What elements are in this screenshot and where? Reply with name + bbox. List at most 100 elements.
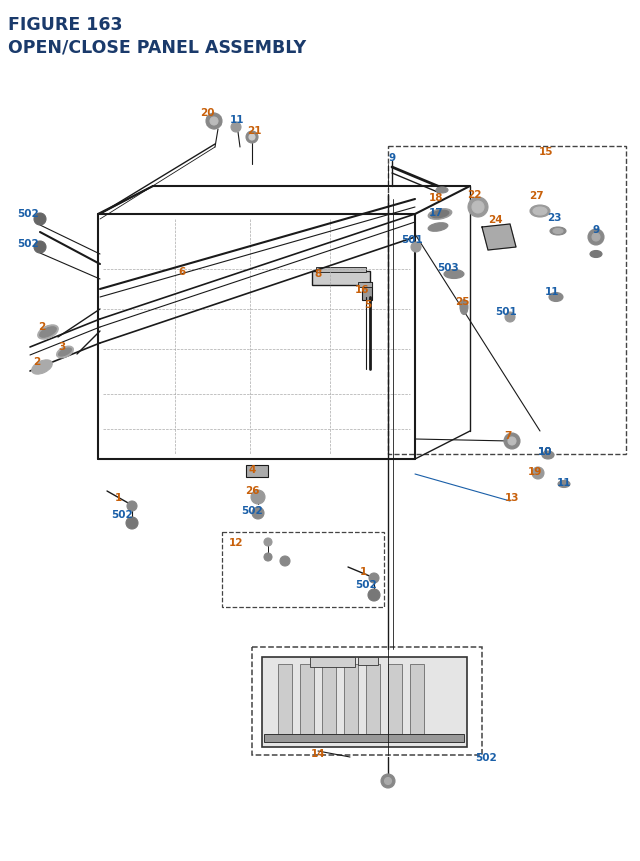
Bar [316,268,366,273]
Ellipse shape [444,270,464,279]
Circle shape [34,242,46,254]
Circle shape [280,556,290,567]
Text: 15: 15 [539,147,553,157]
Ellipse shape [428,224,448,232]
Bar [264,734,464,742]
Circle shape [206,114,222,130]
Text: 11: 11 [545,287,559,297]
Text: 16: 16 [355,285,369,294]
Circle shape [411,243,421,253]
Text: 502: 502 [241,505,263,516]
Circle shape [504,433,520,449]
Text: 1: 1 [360,567,367,576]
Text: 26: 26 [244,486,259,495]
Text: 3: 3 [58,342,66,351]
Bar [252,647,482,755]
Bar [222,532,384,607]
Ellipse shape [40,327,56,338]
Ellipse shape [558,481,570,488]
Circle shape [251,491,265,505]
Text: 502: 502 [355,579,377,589]
Text: 25: 25 [455,297,469,307]
Text: FIGURE 163: FIGURE 163 [8,16,122,34]
Ellipse shape [436,188,448,194]
Text: 18: 18 [429,193,444,202]
Circle shape [210,118,218,126]
Text: 13: 13 [505,492,519,503]
Text: 19: 19 [528,467,542,476]
Text: 21: 21 [247,126,261,136]
Circle shape [369,573,379,583]
Bar [322,664,336,734]
Text: 24: 24 [488,214,502,225]
Bar [388,147,626,455]
Ellipse shape [38,325,58,340]
Text: 17: 17 [429,208,444,218]
Text: 5: 5 [364,300,372,310]
Ellipse shape [553,229,563,234]
Circle shape [588,230,604,245]
Circle shape [381,774,395,788]
Circle shape [246,132,258,144]
Text: 2: 2 [38,322,45,331]
Ellipse shape [431,211,449,219]
Bar [246,466,268,478]
Bar [344,664,358,734]
Text: OPEN/CLOSE PANEL ASSEMBLY: OPEN/CLOSE PANEL ASSEMBLY [8,38,306,56]
Bar [358,657,378,666]
Text: 9: 9 [388,152,396,163]
Circle shape [34,214,46,226]
Text: 4: 4 [248,464,256,474]
Text: 2: 2 [33,356,40,367]
Circle shape [231,123,241,133]
Polygon shape [482,225,516,251]
Text: 10: 10 [538,447,552,456]
Circle shape [264,554,272,561]
Ellipse shape [460,300,468,315]
Circle shape [505,313,515,323]
Bar [388,664,402,734]
Text: 10: 10 [538,447,552,456]
Text: 23: 23 [547,213,561,223]
Text: 502: 502 [111,510,133,519]
Circle shape [385,777,392,784]
Bar [362,282,372,300]
Circle shape [368,589,380,601]
Circle shape [508,437,516,445]
Ellipse shape [32,361,52,375]
Bar [366,664,380,734]
Circle shape [249,135,255,141]
Ellipse shape [550,228,566,236]
Text: 501: 501 [495,307,517,317]
Circle shape [126,517,138,530]
Bar [312,272,370,286]
Ellipse shape [58,349,72,356]
Text: 501: 501 [401,235,423,245]
Bar [310,657,355,667]
Ellipse shape [590,251,602,258]
Circle shape [264,538,272,547]
Text: 8: 8 [314,269,322,279]
Ellipse shape [56,347,74,358]
Circle shape [592,233,600,242]
Bar [358,282,372,288]
Bar [410,664,424,734]
Text: 12: 12 [228,537,243,548]
Ellipse shape [533,208,547,216]
Text: 1: 1 [115,492,122,503]
Text: 7: 7 [504,430,512,441]
Text: 502: 502 [17,238,39,249]
Text: 27: 27 [529,191,543,201]
Circle shape [468,198,488,218]
Text: 6: 6 [179,267,186,276]
Circle shape [252,507,264,519]
Ellipse shape [542,451,554,460]
Text: 10: 10 [538,447,552,456]
Text: 20: 20 [200,108,214,118]
Bar [300,664,314,734]
Bar [262,657,467,747]
Bar [278,664,292,734]
Circle shape [127,501,137,511]
Circle shape [532,468,544,480]
Text: 502: 502 [17,208,39,219]
